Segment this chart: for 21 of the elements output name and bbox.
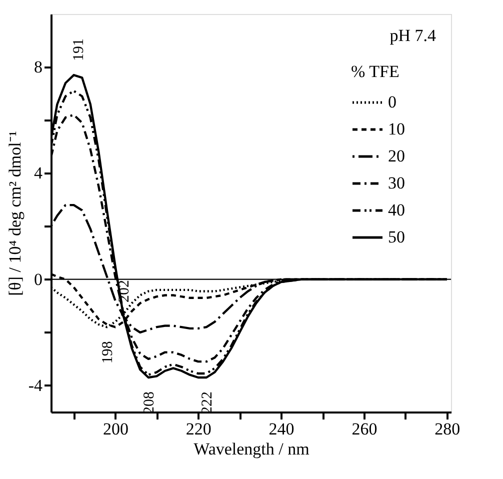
y-tick-label: 8: [34, 58, 42, 77]
y-tick-label: 4: [34, 164, 43, 183]
annotation: 191: [70, 38, 87, 62]
legend-label: 20: [388, 146, 405, 166]
x-axis-title: Wavelength / nm: [194, 440, 310, 458]
x-tick-label: 220: [186, 420, 212, 438]
y-axis-title: [θ] / 10⁴ deg cm² dmol⁻¹: [5, 131, 24, 296]
x-tick-label: 280: [434, 420, 460, 438]
legend-label: 30: [388, 174, 405, 192]
legend-label: 0: [388, 92, 396, 112]
legend-title: % TFE: [351, 62, 400, 81]
legend-label: 10: [388, 120, 405, 138]
annotation: pH 7.4: [390, 26, 436, 45]
legend-label: 40: [388, 200, 405, 220]
annotation: 198: [100, 341, 116, 364]
x-tick-label: 260: [352, 420, 378, 438]
y-tick-label: -4: [28, 376, 43, 395]
y-tick-label: 0: [34, 270, 42, 289]
legend-label: 50: [388, 228, 405, 246]
x-tick-label: 200: [103, 420, 128, 438]
x-tick-label: 240: [268, 420, 294, 438]
